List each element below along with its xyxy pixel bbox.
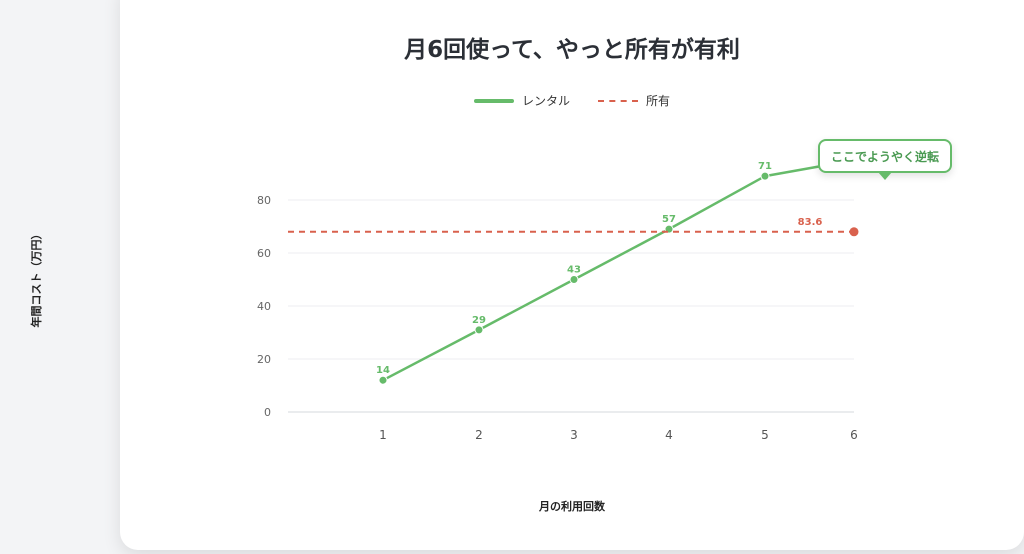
y-tick-label: 20 [257,353,271,366]
chart-card [120,0,1024,550]
x-tick-label: 5 [761,428,769,442]
chart-title: 月6回使って、やっと所有が有利 [404,37,740,63]
series-line-rental [382,159,855,382]
data-label-rental: 14 [376,365,390,376]
y-tick-label: 40 [257,300,271,313]
chart-legend: レンタル 所有 [0,92,1024,109]
data-point-rental [760,171,770,181]
legend-item-rental: レンタル [473,92,570,109]
crossover-callout: ここでようやく逆転 [818,139,952,173]
y-tick-label: 80 [257,194,271,207]
x-tick-label: 6 [850,428,858,442]
data-point-rental [378,375,388,385]
x-tick-label: 1 [379,428,387,442]
data-point-owned [849,227,859,237]
x-tick-label: 4 [665,428,673,442]
legend-swatch-rental [473,98,514,103]
x-tick-label: 3 [570,428,578,442]
data-label-rental: 71 [758,161,772,172]
data-point-rental [474,325,484,335]
x-axis-label: 月の利用回数 [539,500,605,513]
data-label-rental: 29 [472,315,486,326]
legend-item-owned: 所有 [598,92,670,109]
y-tick-label: 0 [264,406,271,419]
legend-swatch-owned [598,99,638,102]
data-label-rental: 43 [567,265,581,276]
x-tick-label: 2 [475,428,483,442]
data-label-rental: 57 [662,214,676,225]
data-label-owned: 83.6 [798,217,823,228]
data-point-rental [569,275,579,284]
callout-tail [878,172,892,180]
y-axis-label: 年間コスト（万円） [30,228,43,328]
legend-label-owned: 所有 [646,94,671,108]
y-tick-label: 60 [257,247,271,260]
legend-label-rental: レンタル [521,94,570,108]
